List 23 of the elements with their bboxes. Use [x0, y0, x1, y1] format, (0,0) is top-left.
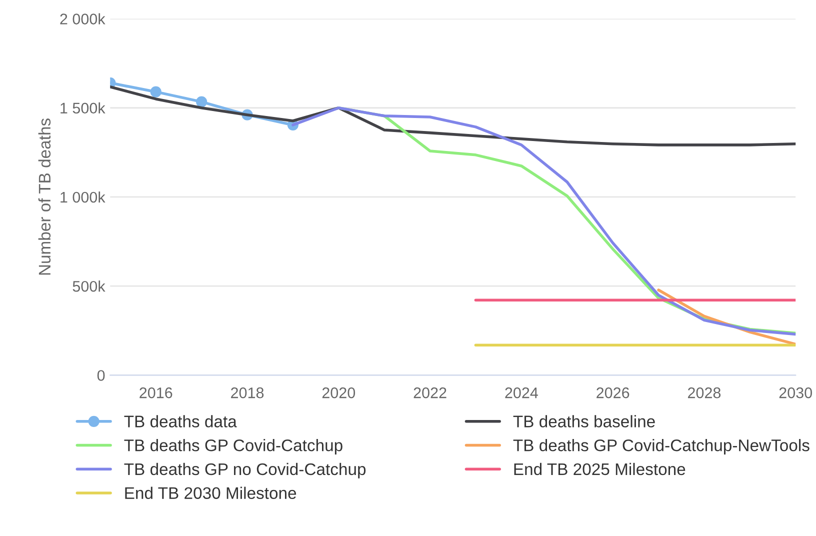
y-axis-title: Number of TB deaths: [38, 118, 51, 275]
x-tick-label: 2016: [140, 387, 172, 398]
x-tick-label: 2024: [505, 387, 538, 398]
x-tick-label: 2018: [231, 387, 264, 398]
y-tick-label: 0: [97, 370, 105, 381]
legend-label: TB deaths baseline: [513, 415, 655, 428]
x-tick-label: 2020: [322, 387, 356, 398]
y-tick-label: 1 000k: [60, 191, 106, 203]
legend-label: TB deaths GP Covid-Catchup: [124, 439, 342, 455]
y-tick-label: 2 000k: [60, 13, 106, 24]
x-tick-label: 2030: [779, 387, 812, 398]
x-tick-label: 2028: [688, 387, 721, 398]
x-tick-label: 2026: [596, 387, 630, 398]
x-tick-label: 2022: [414, 387, 446, 398]
point: [196, 96, 208, 108]
legend-label: End TB 2025 Milestone: [514, 462, 686, 476]
legend-label: TB deaths GP Covid-Catchup-NewTools: [513, 439, 810, 455]
y-tick-label: 1 500k: [60, 102, 106, 114]
point: [150, 86, 162, 98]
legend-label: TB deaths data: [124, 415, 237, 428]
y-tick-label: 500k: [72, 280, 106, 292]
legend-label: End TB 2030 Milestone: [125, 486, 296, 499]
legend-label: TB deaths GP no Covid-Catchup: [124, 462, 366, 478]
